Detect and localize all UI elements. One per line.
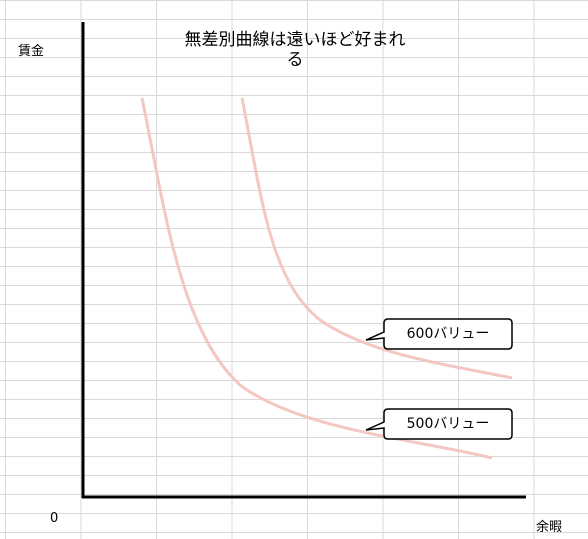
curve-600 — [240, 97, 513, 380]
curve-500 — [140, 97, 493, 460]
origin-label: 0 — [50, 511, 59, 526]
callout-label: 500バリュー — [406, 416, 490, 432]
callout-box — [365, 318, 513, 350]
x-axis-label: 余暇 — [536, 520, 563, 535]
callout-label: 600バリュー — [406, 326, 490, 342]
callout-box — [365, 408, 513, 440]
y-axis-label: 賃金 — [18, 44, 45, 59]
diagram-title: 無差別曲線は遠いほど好まれる — [184, 30, 406, 70]
